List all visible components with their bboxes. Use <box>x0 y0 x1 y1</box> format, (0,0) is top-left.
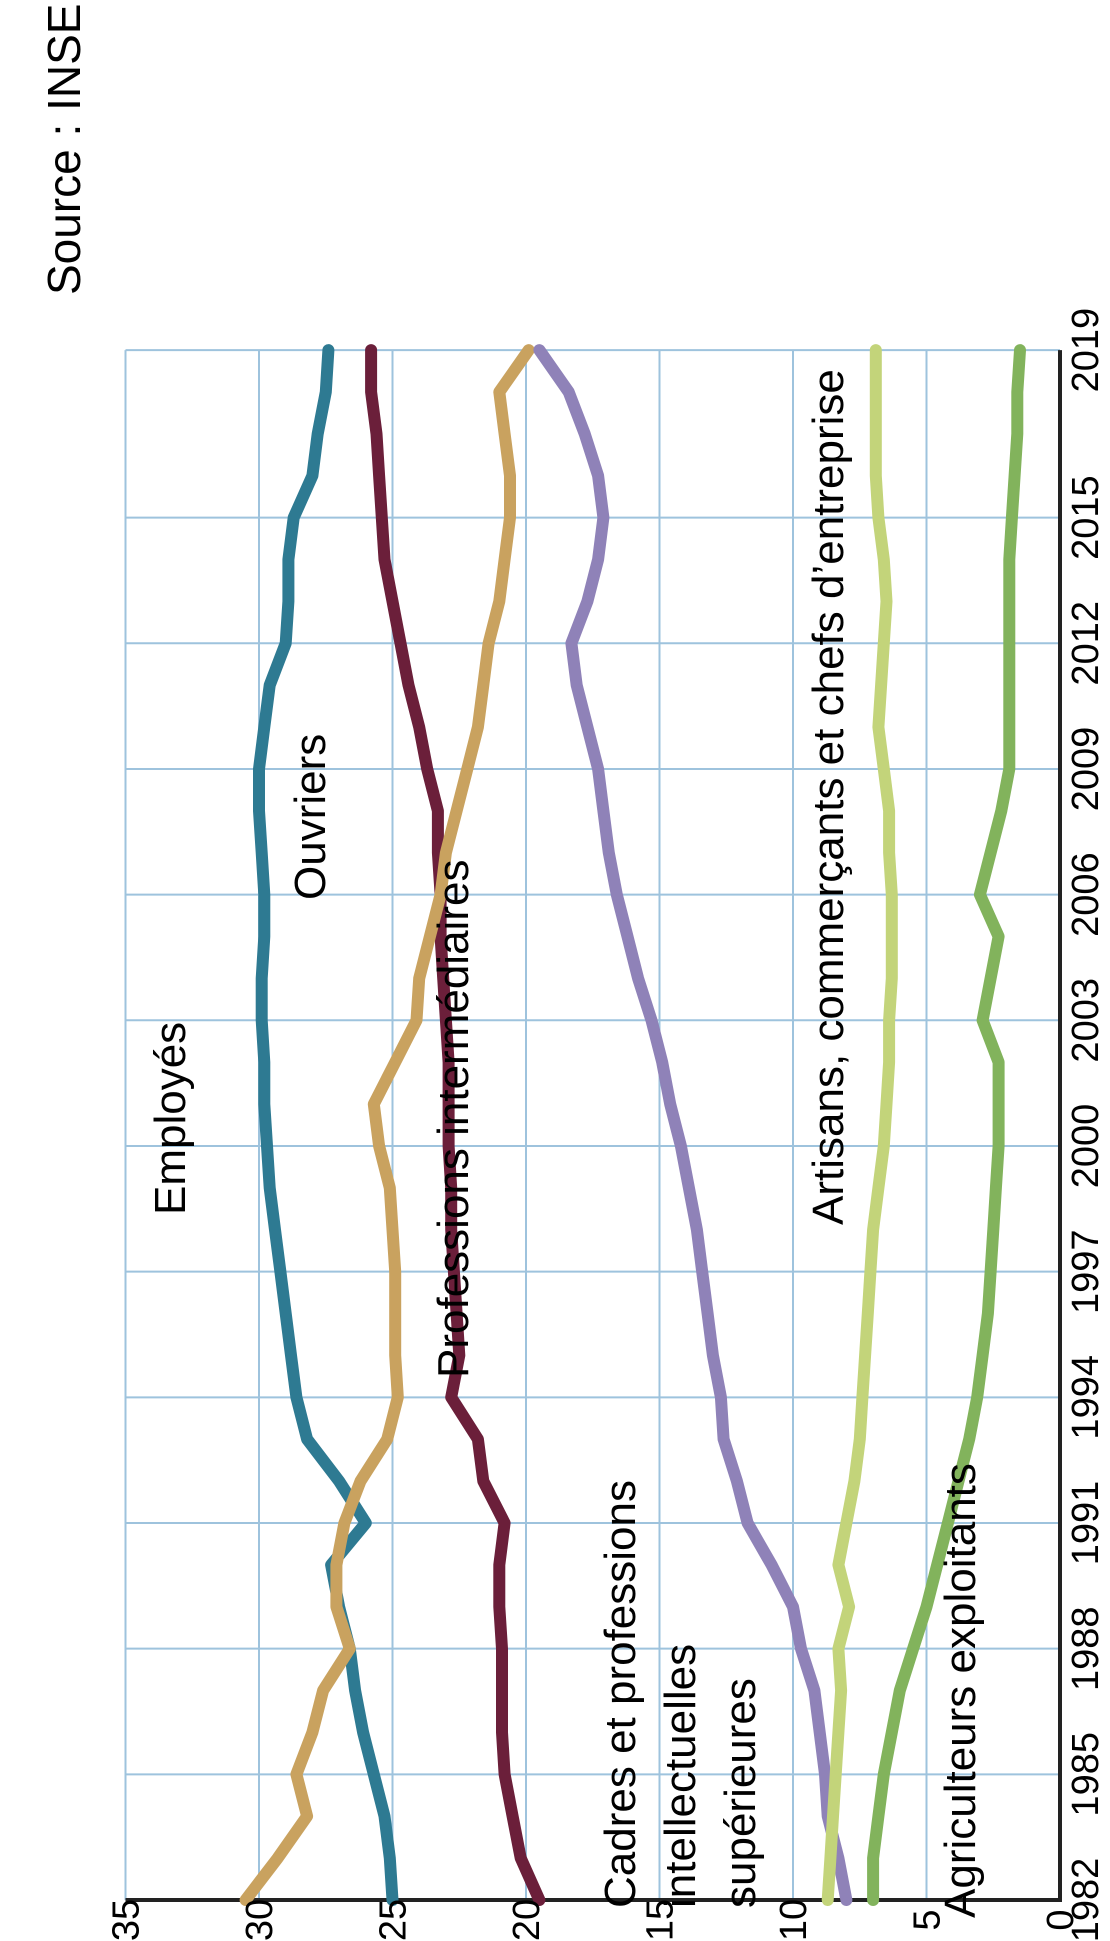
y-tick-label-0: 0 <box>1040 1909 1082 1930</box>
chart-axes <box>125 350 1062 1902</box>
x-tick-label-1988: 1988 <box>1065 1606 1107 1691</box>
y-tick-label-5: 5 <box>907 1909 949 1930</box>
x-tick-label-1982: 1982 <box>1065 1858 1107 1941</box>
chart-grid <box>124 349 1060 1901</box>
label-ouvriers: Ouvriers <box>286 734 335 900</box>
label-professions-intermediaires: Professions intermédiaires <box>429 860 478 1378</box>
y-tick-labels: 0 5 10 15 20 25 30 35 <box>106 1899 1083 1941</box>
y-tick-label-10: 10 <box>773 1899 815 1941</box>
series-line-2 <box>239 344 535 1906</box>
y-tick-label-20: 20 <box>506 1899 548 1941</box>
y-tick-label-30: 30 <box>239 1899 281 1941</box>
x-tick-label-2006: 2006 <box>1065 852 1107 937</box>
y-tick-label-25: 25 <box>373 1899 415 1941</box>
series-line-1 <box>365 344 546 1906</box>
x-tick-label-2019: 2019 <box>1065 308 1107 393</box>
x-tick-label-1985: 1985 <box>1065 1732 1107 1817</box>
label-cadres-line1: Cadres et professions <box>596 1480 645 1908</box>
label-cadres-line3: supérieures <box>716 1678 765 1908</box>
label-agriculteurs: Agriculteurs exploitants <box>936 1463 985 1918</box>
y-tick-label-15: 15 <box>640 1899 682 1941</box>
chart-series <box>239 344 1026 1906</box>
y-tick-label-35: 35 <box>106 1899 148 1941</box>
x-tick-label-2009: 2009 <box>1065 727 1107 812</box>
label-employes: Employés <box>146 1022 195 1215</box>
x-tick-labels: 1982 1985 1988 1991 1994 1997 2000 2003 2006 2009… <box>1065 308 1107 1941</box>
label-cadres-line2: intellectuelles <box>656 1644 705 1908</box>
label-artisans: Artisans, commerçants et chefs d’entrepr… <box>804 369 853 1225</box>
x-tick-label-2015: 2015 <box>1065 475 1107 560</box>
x-tick-label-1991: 1991 <box>1065 1481 1107 1566</box>
source-note: Source : INSEE, 2020. <box>38 0 90 295</box>
series-line-3 <box>533 344 853 1906</box>
x-tick-label-2003: 2003 <box>1065 978 1107 1063</box>
x-tick-label-2000: 2000 <box>1065 1104 1107 1189</box>
x-tick-label-1997: 1997 <box>1065 1229 1107 1314</box>
x-tick-label-2012: 2012 <box>1065 601 1107 686</box>
series-line-4 <box>821 344 898 1906</box>
x-tick-label-1994: 1994 <box>1065 1355 1107 1440</box>
series-line-5 <box>867 344 1026 1906</box>
